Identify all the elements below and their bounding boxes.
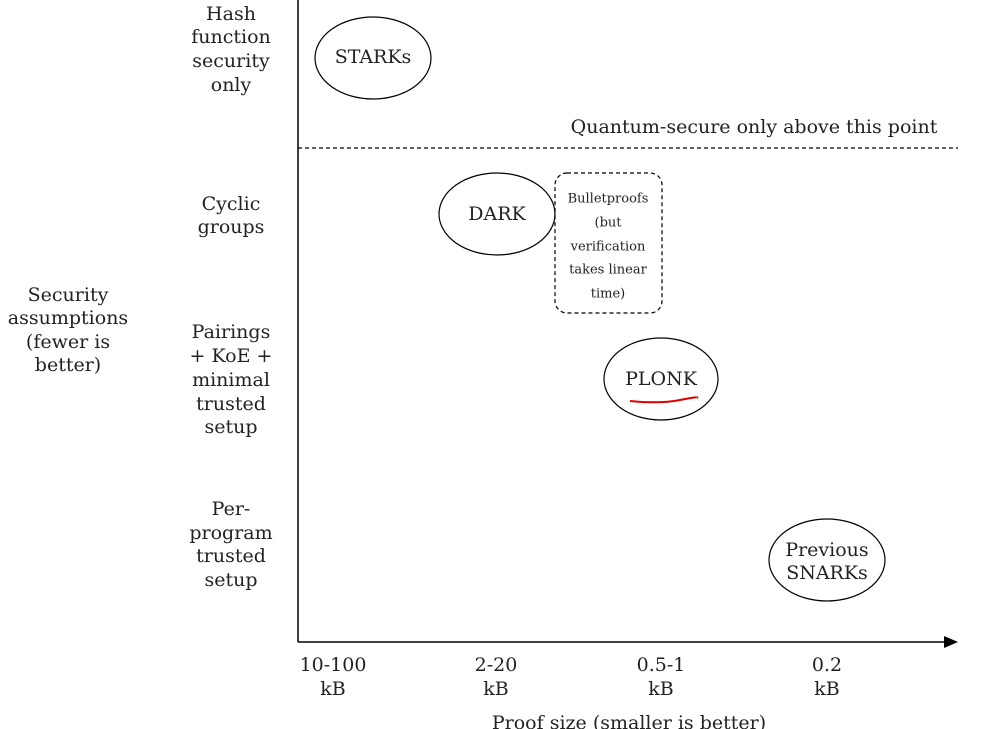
x-category: kB (320, 678, 345, 700)
node-label: STARKs (335, 46, 412, 68)
node-label: takes linear (569, 263, 647, 278)
node-label: (but (595, 216, 623, 231)
node-dark (438, 172, 556, 256)
node-label: DARK (468, 203, 526, 225)
y-category: Pairings (192, 321, 271, 343)
node-label: PLONK (625, 368, 698, 390)
y-category: trusted (196, 545, 266, 567)
y-category: groups (198, 216, 265, 238)
y-category: setup (204, 416, 257, 438)
y-axis-label: (fewer is (26, 331, 110, 353)
y-category: setup (204, 569, 257, 591)
x-category: kB (648, 678, 673, 700)
node-label: SNARKs (786, 562, 868, 584)
y-category: function (191, 26, 271, 48)
divider-label: Quantum-secure only above this point (571, 116, 938, 138)
x-category: 10-100 (300, 654, 367, 676)
y-category: program (189, 522, 272, 544)
node-label: Previous (785, 539, 868, 561)
node-label: time) (591, 287, 625, 302)
node-starks (314, 16, 432, 100)
y-category: security (192, 50, 270, 72)
y-category: Hash (206, 3, 256, 25)
y-category: + KoE + (190, 345, 273, 367)
y-category: only (211, 74, 252, 96)
y-category: minimal (192, 369, 270, 391)
y-axis-label: assumptions (8, 307, 128, 329)
y-axis-label: Security (28, 284, 109, 306)
x-category: 0.5-1 (637, 654, 686, 676)
node-label: Bulletproofs (568, 192, 649, 207)
node-previous-snarks (768, 518, 886, 602)
x-category: kB (814, 678, 839, 700)
y-category: trusted (196, 393, 266, 415)
x-axis-label: Proof size (smaller is better) (492, 712, 766, 729)
y-category: Per- (212, 498, 251, 520)
y-category: Cyclic (202, 193, 261, 215)
node-plonk (603, 337, 719, 421)
y-axis-label: better) (35, 354, 101, 376)
node-label: verification (570, 240, 646, 255)
x-axis-arrow (944, 636, 958, 648)
x-category: kB (483, 678, 508, 700)
red-underline (629, 396, 699, 404)
x-category: 2-20 (475, 654, 518, 676)
x-category: 0.2 (812, 654, 842, 676)
